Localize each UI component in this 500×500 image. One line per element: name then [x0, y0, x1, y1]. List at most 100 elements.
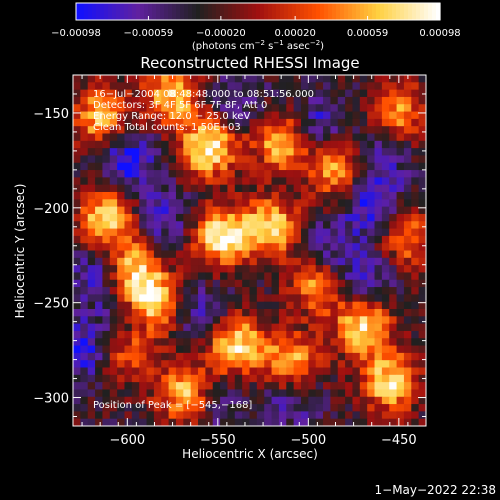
heatmap-cell — [153, 323, 162, 332]
heatmap-cell — [161, 111, 170, 120]
heatmap-cell — [293, 367, 302, 376]
heatmap-cell — [308, 330, 317, 339]
heatmap-cell — [308, 279, 317, 288]
heatmap-cell — [300, 279, 309, 288]
heatmap-cell — [109, 221, 118, 230]
heatmap-cell — [323, 89, 331, 98]
colorbar-cell — [292, 3, 297, 20]
heatmap-cell — [109, 294, 118, 303]
heatmap-cell — [300, 140, 309, 149]
heatmap-cell — [153, 382, 162, 390]
heatmap-cell — [131, 294, 140, 303]
heatmap-cell — [389, 389, 398, 398]
heatmap-cell — [205, 404, 214, 412]
heatmap-cell — [198, 287, 206, 295]
heatmap-cell — [87, 206, 96, 215]
heatmap-cell — [403, 374, 412, 383]
heatmap-cell — [242, 213, 250, 222]
heatmap-cell — [205, 235, 214, 244]
heatmap-cell — [418, 228, 427, 237]
heatmap-cell — [190, 162, 199, 171]
heatmap-cell — [337, 338, 346, 347]
heatmap-cell — [286, 404, 295, 412]
heatmap-cell — [234, 235, 243, 244]
heatmap-cell — [73, 396, 81, 405]
heatmap-cell — [80, 404, 89, 412]
heatmap-cell — [337, 89, 346, 98]
heatmap-cell — [256, 382, 265, 390]
heatmap-cell — [300, 155, 309, 164]
heatmap-cell — [95, 294, 103, 303]
heatmap-cell — [146, 206, 155, 215]
heatmap-cell — [190, 404, 199, 412]
heatmap-cell — [198, 155, 206, 164]
heatmap-cell — [234, 89, 243, 98]
heatmap-cell — [212, 265, 221, 273]
heatmap-cell — [198, 118, 206, 127]
heatmap-cell — [411, 404, 420, 412]
heatmap-cell — [381, 309, 390, 317]
heatmap-cell — [249, 309, 258, 317]
heatmap-cell — [131, 140, 140, 149]
heatmap-cell — [352, 89, 361, 98]
heatmap-cell — [315, 250, 324, 259]
heatmap-cell — [73, 104, 81, 113]
heatmap-cell — [418, 111, 427, 120]
heatmap-cell — [95, 199, 103, 208]
heatmap-cell — [308, 374, 317, 383]
heatmap-cell — [308, 133, 317, 142]
colorbar-cell — [144, 3, 149, 20]
heatmap-cell — [139, 104, 148, 113]
heatmap-cell — [300, 330, 309, 339]
heatmap-cell — [337, 111, 346, 120]
heatmap-cell — [212, 389, 221, 398]
heatmap-cell — [139, 206, 148, 215]
heatmap-cell — [220, 250, 228, 259]
heatmap-cell — [234, 133, 243, 142]
heatmap-cell — [330, 279, 339, 288]
heatmap-cell — [352, 111, 361, 120]
heatmap-cell — [242, 104, 250, 113]
heatmap-cell — [87, 265, 96, 273]
heatmap-cell — [396, 396, 405, 405]
heatmap-cell — [220, 133, 228, 142]
heatmap-cell — [220, 396, 228, 405]
heatmap-cell — [102, 170, 111, 178]
heatmap-cell — [124, 177, 133, 186]
heatmap-cell — [286, 338, 295, 347]
heatmap-cell — [389, 367, 398, 376]
heatmap-cell — [234, 330, 243, 339]
heatmap-cell — [117, 396, 125, 405]
heatmap-cell — [80, 118, 89, 127]
heatmap-cell — [242, 360, 250, 368]
heatmap-cell — [80, 257, 89, 266]
heatmap-cell — [212, 192, 221, 200]
heatmap-cell — [256, 111, 265, 120]
heatmap-cell — [168, 352, 177, 361]
heatmap-cell — [183, 170, 192, 178]
heatmap-cell — [337, 389, 346, 398]
heatmap-cell — [264, 345, 273, 354]
heatmap-cell — [278, 257, 287, 266]
heatmap-cell — [183, 235, 192, 244]
heatmap-cell — [271, 309, 280, 317]
heatmap-cell — [73, 111, 81, 120]
heatmap-cell — [359, 404, 368, 412]
heatmap-cell — [124, 345, 133, 354]
heatmap-cell — [124, 192, 133, 200]
heatmap-cell — [168, 148, 177, 156]
heatmap-cell — [139, 309, 148, 317]
heatmap-cell — [87, 184, 96, 193]
heatmap-cell — [124, 301, 133, 310]
heatmap-cell — [381, 330, 390, 339]
heatmap-cell — [381, 170, 390, 178]
heatmap-cell — [345, 396, 353, 405]
heatmap-cell — [396, 126, 405, 134]
heatmap-cell — [389, 330, 398, 339]
heatmap-cell — [117, 111, 125, 120]
heatmap-cell — [403, 250, 412, 259]
heatmap-cell — [337, 82, 346, 91]
heatmap-cell — [124, 360, 133, 368]
heatmap-cell — [337, 126, 346, 134]
heatmap-cell — [198, 235, 206, 244]
